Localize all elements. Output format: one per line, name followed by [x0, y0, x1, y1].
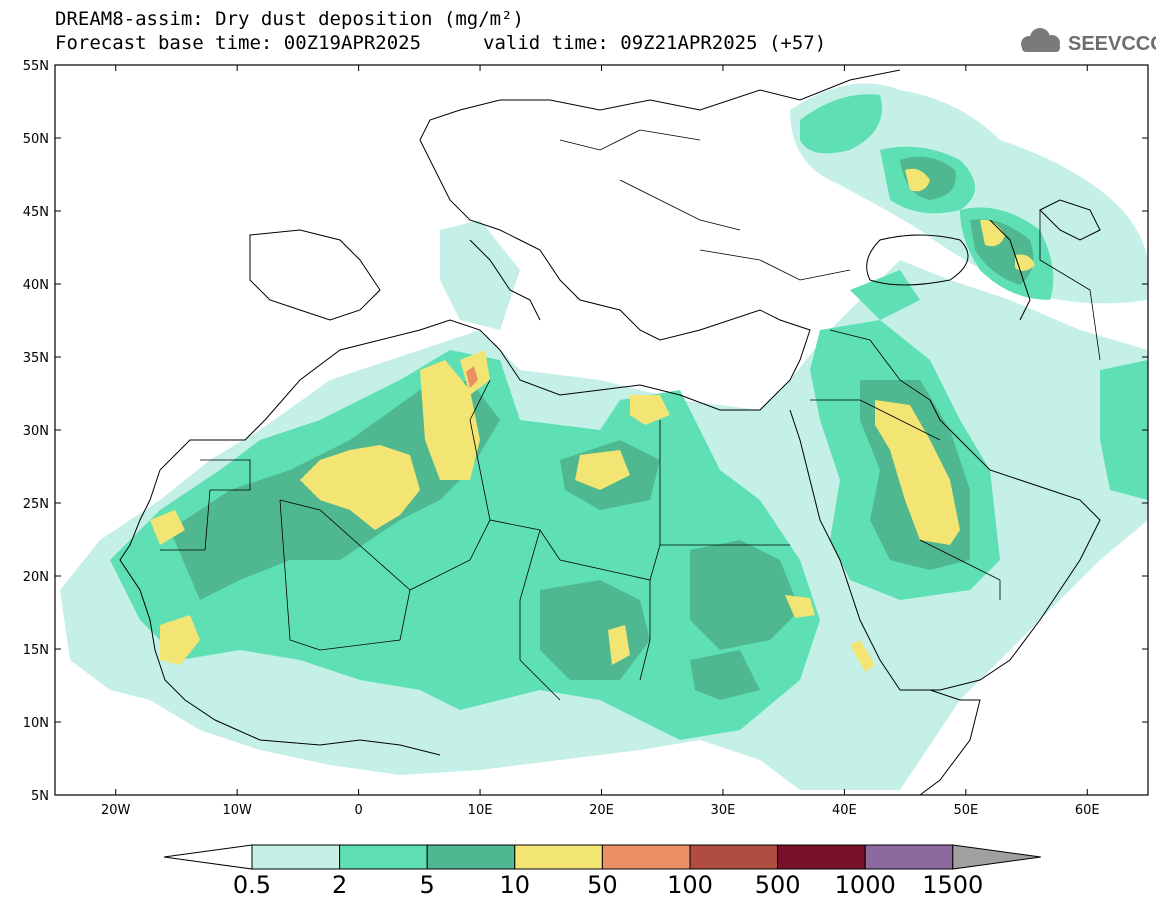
lat-label: 30N [23, 424, 49, 439]
colorbar-segment [689, 844, 779, 870]
colorbar-segment [251, 844, 341, 870]
colorbar-segment [339, 844, 428, 870]
lat-label: 40N [23, 278, 49, 293]
lat-label: 5N [31, 789, 49, 804]
seevccc-logo: SEEVCCC [1016, 24, 1165, 58]
colorbar-label: 1000 [835, 871, 896, 899]
lat-label: 35N [23, 351, 49, 366]
colorbar-segment [864, 844, 954, 870]
coastlines [119, 69, 1101, 795]
valid-time: valid time: 09Z21APR2025 (+57) [483, 32, 827, 54]
lat-label: 25N [23, 497, 49, 512]
colorbar-max-arrow [952, 844, 1041, 870]
lat-label: 45N [23, 205, 49, 220]
lon-label: 0 [354, 803, 362, 818]
logo-text: SEEVCCC [1068, 33, 1156, 55]
lat-label: 15N [23, 643, 49, 658]
colorbar-label: 2 [332, 871, 347, 899]
dust-fields [60, 83, 1148, 790]
country-borders [160, 129, 1101, 701]
colorbar-label: 5 [420, 871, 435, 899]
cloud-icon [1021, 28, 1060, 52]
colorbar-label: 100 [667, 871, 713, 899]
colorbar-label: 50 [587, 871, 618, 899]
lon-label: 20E [589, 803, 614, 818]
lat-label: 20N [23, 570, 49, 585]
colorbar-segment [777, 844, 866, 870]
longitude-axis: 20W 10W 0 10E 20E 30E 40E 50E 60E [101, 65, 1100, 818]
lon-label: 40E [832, 803, 857, 818]
colorbar-label: 500 [755, 871, 801, 899]
forecast-base-time: Forecast base time: 00Z19APR2025 [55, 32, 422, 54]
map-title: DREAM8-assim: Dry dust deposition (mg/m²… [55, 8, 524, 30]
lat-label: 50N [23, 132, 49, 147]
colorbar-min-arrow [163, 844, 253, 870]
lat-label: 10N [23, 716, 49, 731]
colorbar-label: 1500 [922, 871, 983, 899]
colorbar: 0.5 2 5 10 50 100 500 1000 1500 [163, 844, 1041, 899]
lat-label: 55N [23, 59, 49, 74]
lon-label: 60E [1075, 803, 1100, 818]
colorbar-segment [601, 844, 691, 870]
colorbar-segment [426, 844, 516, 870]
colorbar-segment [514, 844, 603, 870]
lon-label: 50E [953, 803, 978, 818]
colorbar-label: 0.5 [233, 871, 271, 899]
lon-label: 20W [101, 803, 131, 818]
lon-label: 30E [711, 803, 736, 818]
latitude-axis: 55N 50N 45N 40N 35N 30N 25N 20N 15N 10N 5N [23, 59, 1148, 804]
lon-label: 10E [468, 803, 493, 818]
lon-label: 10W [222, 803, 252, 818]
colorbar-label: 10 [500, 871, 531, 899]
